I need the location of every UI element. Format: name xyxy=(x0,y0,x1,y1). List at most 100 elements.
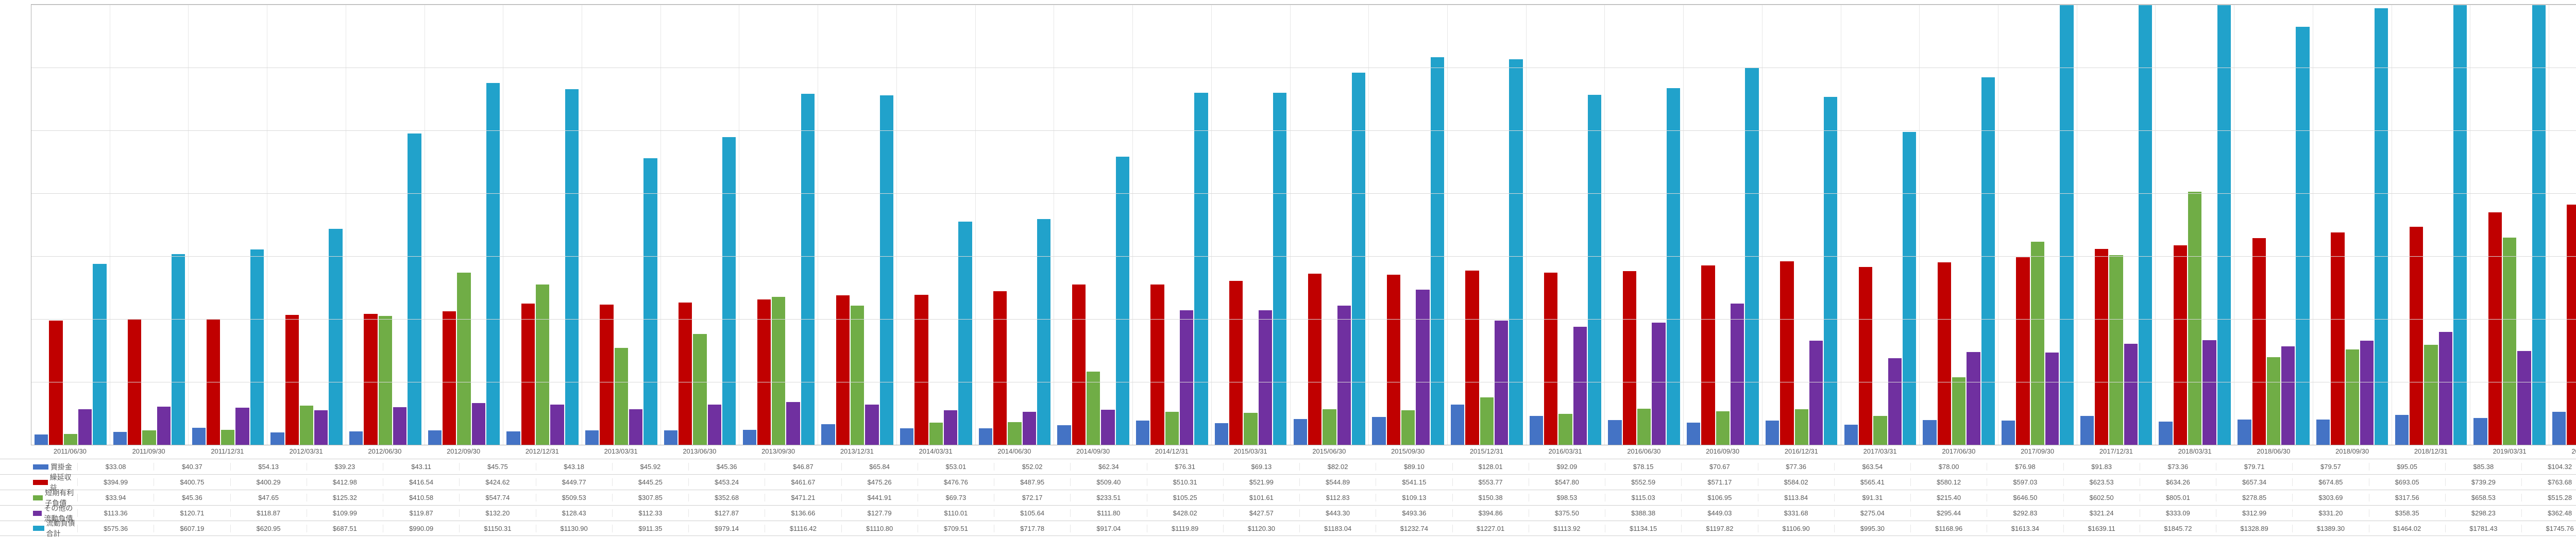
data-cell: $109.99 xyxy=(307,509,383,517)
data-cell: $1639.11 xyxy=(2063,525,2140,532)
data-cell: $89.10 xyxy=(1376,463,1452,471)
chart-container: (単位: 百万USD) $0$200$400$600$800$1,000$1,2… xyxy=(0,0,2576,552)
x-tick-label: 2012/12/31 xyxy=(503,445,582,459)
bar-kurinobe xyxy=(2252,238,2266,445)
data-cell: $33.94 xyxy=(77,494,154,501)
bar-sonota xyxy=(1416,290,1429,445)
period-column xyxy=(31,5,110,445)
bar-sonota xyxy=(1888,358,1902,445)
data-cell: $1168.96 xyxy=(1910,525,1987,532)
data-cell: $547.74 xyxy=(459,494,535,501)
data-cell: $292.83 xyxy=(1987,509,2063,517)
data-cell: $278.85 xyxy=(2216,494,2292,501)
bar-tanki xyxy=(142,430,156,445)
bar-goukei xyxy=(2217,5,2231,445)
bar-tanki xyxy=(457,273,470,445)
data-cell: $62.34 xyxy=(1070,463,1146,471)
bar-sonota xyxy=(1180,310,1193,445)
data-cell: $150.38 xyxy=(1452,494,1529,501)
x-tick-label: 2014/09/30 xyxy=(1054,445,1133,459)
data-cell: $136.66 xyxy=(765,509,841,517)
data-cell: $575.36 xyxy=(77,525,154,532)
data-cell: $449.77 xyxy=(536,478,612,486)
bar-sonota xyxy=(2045,353,2059,445)
x-tick-label: 2013/09/30 xyxy=(739,445,818,459)
bar-kaikakekin xyxy=(35,434,48,445)
data-cell: $623.53 xyxy=(2063,478,2140,486)
data-cell: $658.53 xyxy=(2445,494,2521,501)
table-row: 流動負債合計$575.36$607.19$620.95$687.51$990.0… xyxy=(0,521,2576,536)
bar-kaikakekin xyxy=(585,430,599,445)
data-cell: $79.57 xyxy=(2292,463,2368,471)
data-cell: $45.36 xyxy=(688,463,765,471)
data-cell: $1183.04 xyxy=(1299,525,1376,532)
data-cell: $541.15 xyxy=(1376,478,1452,486)
period-column xyxy=(1212,5,1291,445)
legend-swatch xyxy=(33,495,43,500)
data-cell: $693.05 xyxy=(2369,478,2445,486)
table-row: 繰延収益$394.99$400.75$400.29$412.98$416.54$… xyxy=(0,474,2576,490)
table-row: 短期有利子負債$33.94$45.36$47.65$125.32$410.58$… xyxy=(0,490,2576,505)
bar-kurinobe xyxy=(285,315,299,445)
data-cell: $443.30 xyxy=(1299,509,1376,517)
data-cell: $453.24 xyxy=(688,478,765,486)
x-tick-label: 2011/12/31 xyxy=(189,445,267,459)
data-cell: $275.04 xyxy=(1834,509,1910,517)
data-cell: $394.99 xyxy=(77,478,154,486)
bar-tanki xyxy=(1323,409,1336,445)
data-cell: $128.01 xyxy=(1452,463,1529,471)
data-cell: $307.85 xyxy=(612,494,688,501)
period-column xyxy=(267,5,346,445)
data-cell: $515.28 xyxy=(2521,494,2576,501)
data-cell: $1134.15 xyxy=(1605,525,1681,532)
data-cell: $73.36 xyxy=(2140,463,2216,471)
x-tick-label: 2011/06/30 xyxy=(31,445,110,459)
data-cell: $333.09 xyxy=(2140,509,2216,517)
bar-goukei xyxy=(1273,93,1286,445)
x-tick-label: 2019/03/31 xyxy=(2470,445,2549,459)
data-cell: $1745.76 xyxy=(2521,525,2576,532)
data-cell: $1464.02 xyxy=(2369,525,2445,532)
period-column xyxy=(189,5,267,445)
bar-sonota xyxy=(1023,412,1036,445)
data-cell: $317.56 xyxy=(2369,494,2445,501)
period-column xyxy=(1998,5,2077,445)
data-cell: $233.51 xyxy=(1070,494,1146,501)
bar-tanki xyxy=(221,430,234,445)
x-tick-label: 2013/12/31 xyxy=(818,445,897,459)
legend-swatch xyxy=(33,464,48,470)
data-cell: $739.29 xyxy=(2445,478,2521,486)
data-cell: $106.95 xyxy=(1681,494,1757,501)
data-cell: $79.71 xyxy=(2216,463,2292,471)
legend-swatch xyxy=(33,526,44,531)
bar-kurinobe xyxy=(364,314,377,445)
bar-goukei xyxy=(880,95,893,445)
data-cell: $98.53 xyxy=(1529,494,1605,501)
data-cell: $471.21 xyxy=(765,494,841,501)
bar-sonota xyxy=(786,402,800,445)
data-cell: $445.25 xyxy=(612,478,688,486)
bar-kurinobe xyxy=(600,305,613,445)
x-tick-label: 2015/06/30 xyxy=(1290,445,1369,459)
bar-tanki xyxy=(1558,414,1572,445)
data-cell: $911.35 xyxy=(612,525,688,532)
bar-kurinobe xyxy=(2174,245,2187,445)
data-cell: $521.99 xyxy=(1223,478,1299,486)
data-cell: $69.13 xyxy=(1223,463,1299,471)
legend-item: 買掛金 xyxy=(31,462,77,472)
bar-tanki xyxy=(929,423,943,445)
bar-kurinobe xyxy=(1465,271,1479,445)
period-column xyxy=(1920,5,1998,445)
bar-kurinobe xyxy=(757,299,771,445)
data-cell: $607.19 xyxy=(154,525,230,532)
data-cell: $646.50 xyxy=(1987,494,2063,501)
data-cell: $113.36 xyxy=(77,509,154,517)
x-tick-label: 2013/03/31 xyxy=(582,445,660,459)
bar-kaikakekin xyxy=(270,432,284,445)
data-cell: $101.61 xyxy=(1223,494,1299,501)
data-cell: $461.67 xyxy=(765,478,841,486)
bar-kaikakekin xyxy=(1136,421,1149,445)
data-cell: $119.87 xyxy=(383,509,459,517)
period-column xyxy=(1369,5,1448,445)
x-axis: 2011/06/302011/09/302011/12/312012/03/31… xyxy=(31,445,2576,459)
